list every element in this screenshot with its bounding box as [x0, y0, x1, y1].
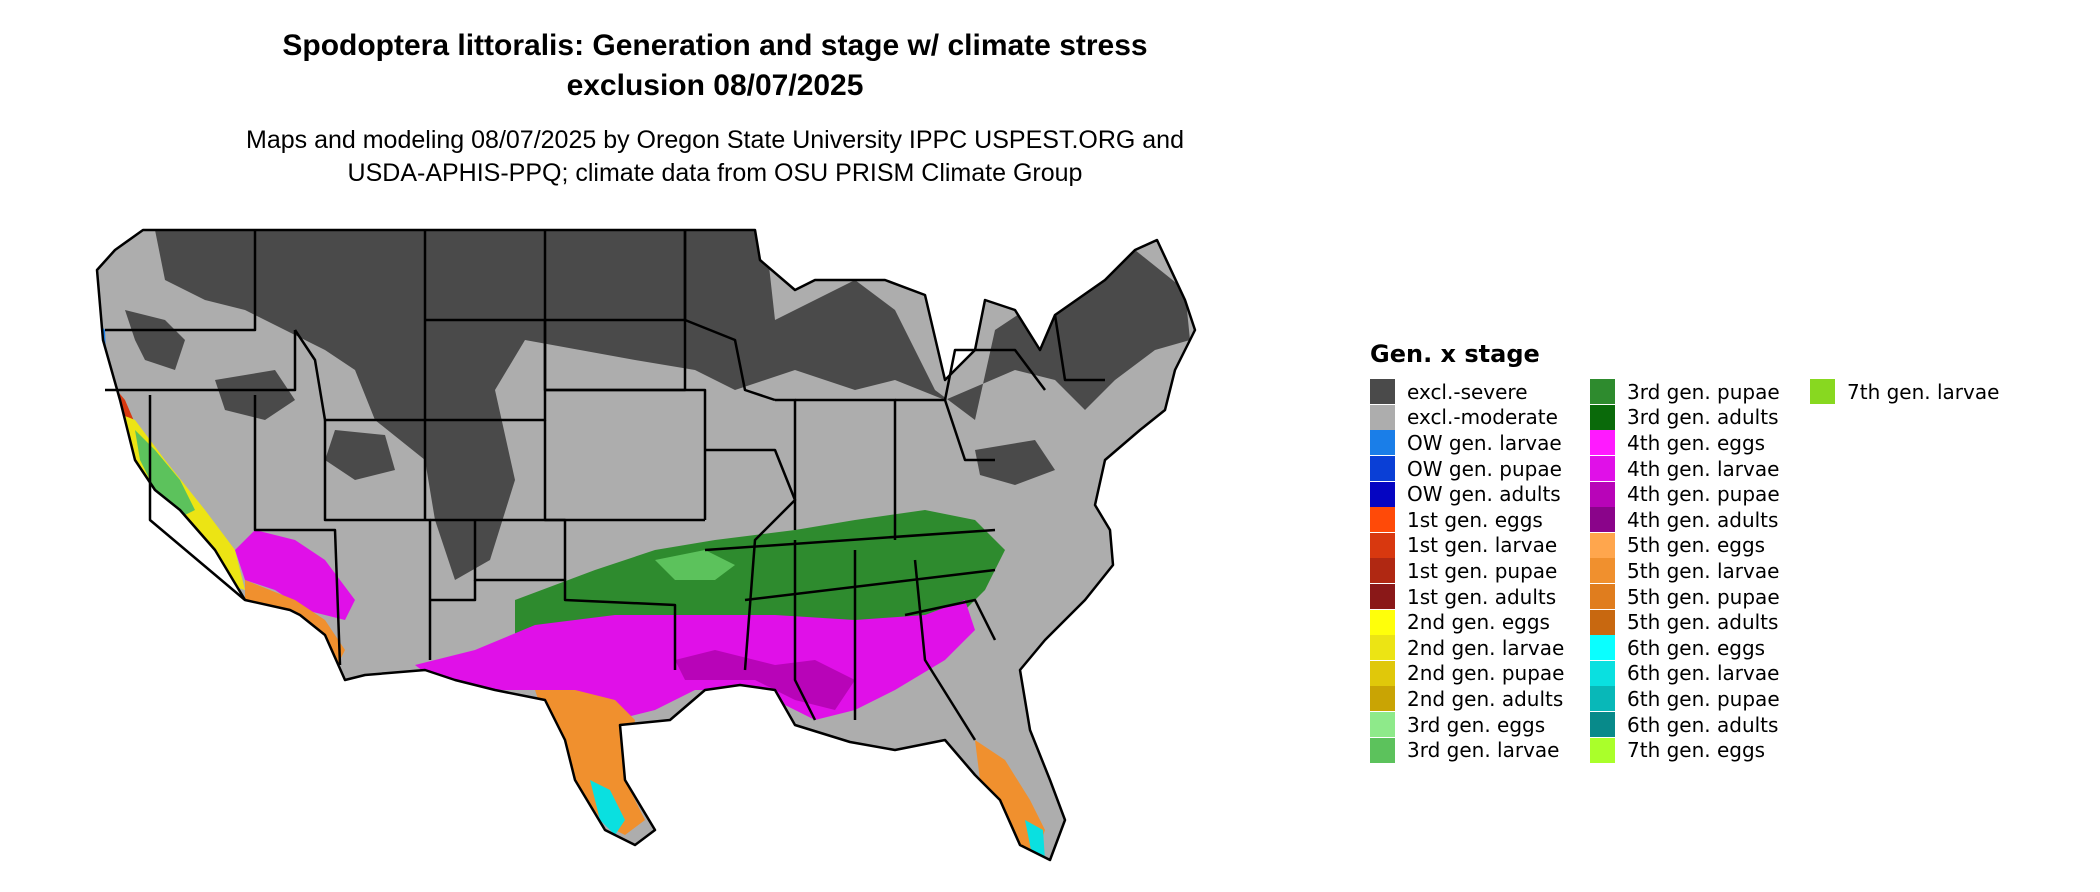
legend-item: 2nd gen. larvae	[1370, 635, 1564, 661]
legend-swatch	[1590, 660, 1615, 686]
legend-swatch	[1590, 404, 1615, 430]
legend-item: 7th gen. eggs	[1590, 737, 1780, 763]
legend-swatch	[1590, 558, 1615, 584]
legend-item: 6th gen. adults	[1590, 712, 1780, 738]
map-title: Spodoptera littoralis: Generation and st…	[230, 26, 1200, 106]
legend-item: 3rd gen. larvae	[1370, 737, 1564, 763]
map-subtitle: Maps and modeling 08/07/2025 by Oregon S…	[180, 124, 1250, 190]
legend-item: 6th gen. larvae	[1590, 660, 1780, 687]
legend-item: 4th gen. eggs	[1590, 430, 1780, 456]
legend-swatch	[1590, 584, 1615, 610]
legend-swatch	[1370, 379, 1395, 405]
legend-item: 7th gen. larvae	[1810, 379, 1999, 405]
legend-swatch	[1370, 712, 1395, 738]
legend-swatch	[1590, 609, 1615, 635]
us-map	[95, 228, 1197, 862]
legend-swatch	[1370, 660, 1395, 686]
legend-item: OW gen. larvae	[1370, 430, 1564, 456]
legend-item: 2nd gen. adults	[1370, 686, 1564, 712]
legend-item: 5th gen. eggs	[1590, 532, 1780, 559]
legend-item: OW gen. pupae	[1370, 456, 1564, 482]
legend-item: 4th gen. adults	[1590, 507, 1780, 533]
legend-column-2: 3rd gen. pupae 3rd gen. adults 4th gen. …	[1590, 379, 1780, 763]
title-line-2: exclusion 08/07/2025	[566, 69, 864, 102]
legend-item: 3rd gen. pupae	[1590, 379, 1780, 405]
legend-swatch	[1370, 507, 1395, 533]
legend-column-3: 7th gen. larvae	[1810, 379, 1999, 405]
legend-item: excl.-severe	[1370, 379, 1564, 405]
legend-swatch	[1370, 686, 1395, 712]
legend-swatch	[1370, 558, 1395, 584]
legend-swatch	[1590, 430, 1615, 456]
legend-item: excl.-moderate	[1370, 404, 1564, 431]
legend-swatch	[1370, 456, 1395, 482]
legend-swatch	[1590, 737, 1615, 763]
legend-column-1: excl.-severe excl.-moderate OW gen. larv…	[1370, 379, 1564, 763]
legend-swatch	[1590, 635, 1615, 661]
legend-item: 5th gen. adults	[1590, 609, 1780, 635]
legend-swatch	[1590, 532, 1615, 558]
legend-item: OW gen. adults	[1370, 481, 1564, 507]
legend-item: 1st gen. pupae	[1370, 558, 1564, 584]
legend-swatch	[1370, 430, 1395, 456]
map-borders	[95, 228, 1197, 862]
legend-swatch	[1590, 712, 1615, 738]
legend-item: 6th gen. pupae	[1590, 686, 1780, 712]
legend-swatch	[1590, 379, 1615, 405]
legend-swatch	[1370, 481, 1395, 507]
legend-swatch	[1590, 686, 1615, 712]
legend-item: 2nd gen. pupae	[1370, 660, 1564, 687]
legend-item: 5th gen. larvae	[1590, 558, 1780, 584]
legend-item: 4th gen. pupae	[1590, 481, 1780, 507]
legend-title: Gen. x stage	[1370, 340, 1540, 368]
legend-item: 1st gen. eggs	[1370, 507, 1564, 533]
legend-swatch	[1370, 532, 1395, 558]
subtitle-line-2: USDA-APHIS-PPQ; climate data from OSU PR…	[347, 159, 1083, 187]
legend-item: 1st gen. larvae	[1370, 532, 1564, 559]
legend-item: 3rd gen. adults	[1590, 404, 1780, 431]
legend-swatch	[1370, 635, 1395, 661]
legend-swatch	[1370, 609, 1395, 635]
title-line-1: Spodoptera littoralis: Generation and st…	[282, 29, 1148, 62]
legend: Gen. x stage excl.-severe excl.-moderate…	[1370, 340, 2090, 780]
legend-swatch	[1590, 507, 1615, 533]
legend-swatch	[1590, 481, 1615, 507]
legend-item: 2nd gen. eggs	[1370, 609, 1564, 635]
legend-swatch	[1590, 456, 1615, 482]
legend-swatch	[1370, 584, 1395, 610]
legend-item: 1st gen. adults	[1370, 584, 1564, 610]
map-fill	[97, 230, 1195, 860]
legend-swatch	[1370, 404, 1395, 430]
legend-item: 3rd gen. eggs	[1370, 712, 1564, 738]
legend-item: 4th gen. larvae	[1590, 456, 1780, 482]
legend-swatch	[1810, 379, 1835, 405]
legend-item: 5th gen. pupae	[1590, 584, 1780, 610]
legend-swatch	[1370, 737, 1395, 763]
legend-item: 6th gen. eggs	[1590, 635, 1780, 661]
subtitle-line-1: Maps and modeling 08/07/2025 by Oregon S…	[246, 126, 1184, 154]
